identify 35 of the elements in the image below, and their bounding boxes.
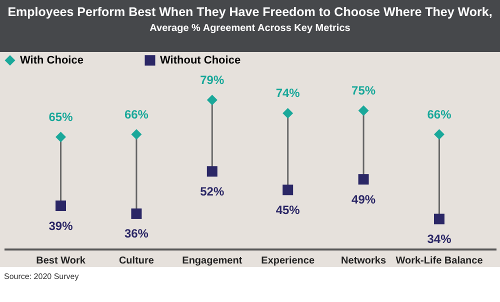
data-label: 75% xyxy=(352,84,376,98)
data-label: 74% xyxy=(276,86,300,100)
data-label: 34% xyxy=(427,232,452,246)
x-tick-label: Best Work xyxy=(36,256,86,266)
data-label: 36% xyxy=(124,226,149,241)
x-tick-label: Culture xyxy=(118,256,154,266)
point xyxy=(358,105,369,116)
data-label: 49% xyxy=(352,192,376,206)
data-label: 66% xyxy=(427,107,452,122)
source-note: Source: 2020 Survey xyxy=(3,271,80,283)
data-label: 79% xyxy=(200,73,224,87)
x-tick-label: Experience xyxy=(261,256,315,266)
point xyxy=(358,174,369,185)
chart-title: Employees Perform Best When They Have Freedom to Choose Where They Work, xyxy=(6,5,494,19)
legend-label: Without Choice xyxy=(160,54,241,66)
data-label: 39% xyxy=(48,218,74,233)
point xyxy=(56,200,66,212)
point xyxy=(131,208,142,219)
point xyxy=(206,94,218,106)
point xyxy=(434,129,444,140)
x-tick-label: Engagement xyxy=(182,256,243,266)
point xyxy=(56,132,66,142)
x-tick-label: Networks xyxy=(341,256,386,266)
point xyxy=(434,214,444,224)
data-label: 66% xyxy=(124,107,149,122)
data-label: 52% xyxy=(200,184,224,198)
legend-label: With Choice xyxy=(20,54,84,66)
point xyxy=(282,184,294,196)
data-label: 65% xyxy=(48,110,74,124)
data-label: 45% xyxy=(276,202,300,217)
point xyxy=(206,166,218,177)
point xyxy=(131,129,142,140)
point xyxy=(282,108,294,118)
chart-subtitle: Average % Agreement Across Key Metrics xyxy=(148,23,352,34)
x-tick-label: Work-Life Balance xyxy=(396,256,484,266)
